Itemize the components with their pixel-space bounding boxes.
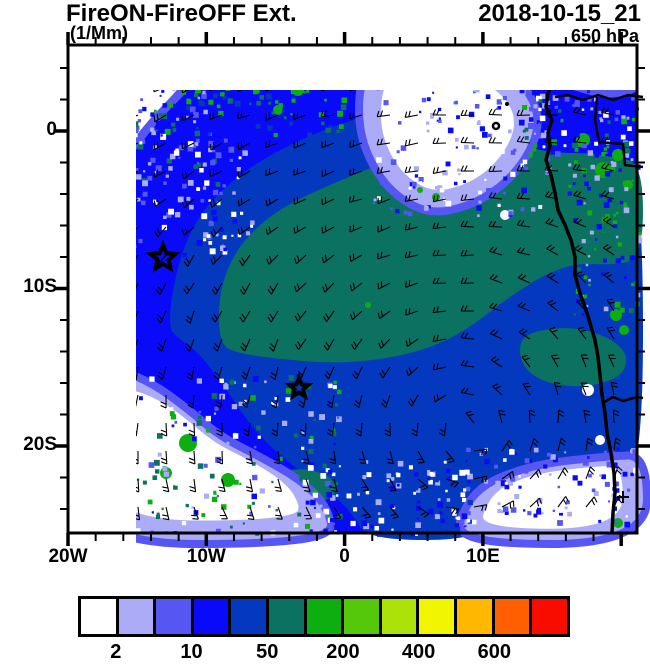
colorbar-cell-6	[306, 599, 342, 634]
plot-title: FireON-FireOFF Ext.	[66, 0, 297, 27]
country-border	[602, 395, 644, 405]
colorbar-cell-10	[457, 599, 492, 634]
star-marker	[284, 372, 314, 401]
x-axis-tick-label: 10E	[465, 546, 500, 567]
colorbar-tick-label: 10	[180, 641, 203, 663]
x-axis-tick-label: 10W	[186, 546, 226, 567]
y-axis-tick-label: 20S	[23, 433, 57, 455]
colorbar-cell-4	[231, 599, 267, 634]
colorbar-tick-label: 400	[401, 641, 436, 663]
country-border	[554, 93, 644, 102]
colorbar-cell-7	[344, 599, 379, 634]
country-border	[593, 96, 644, 169]
colorbar-cell-5	[269, 599, 304, 634]
colorbar-tick-label: 600	[477, 641, 511, 663]
colorbar-cell-8	[381, 599, 417, 634]
colorbar-tick-label: 200	[326, 641, 360, 663]
wind-barbs	[136, 90, 624, 521]
colorbar-cell-11	[494, 599, 530, 634]
colorbar-tick-label: 50	[256, 641, 279, 663]
plus-marker	[617, 491, 629, 503]
colorbar-tick-label: 2	[110, 641, 122, 663]
star-marker	[145, 239, 181, 273]
colorbar-cell-0	[81, 599, 116, 634]
coastline	[544, 90, 617, 534]
plot-pressure-level: 650 hPa	[570, 26, 639, 46]
map-field	[136, 90, 650, 549]
colorbar	[78, 596, 570, 637]
x-axis-tick-label: 0	[339, 546, 350, 567]
plot-frame	[66, 43, 639, 535]
plot-datetime: 2018-10-15_21	[478, 0, 641, 27]
x-axis-tick-label: 20W	[48, 546, 88, 567]
y-axis-tick-label: 10S	[23, 276, 57, 298]
colorbar-cell-12	[532, 599, 567, 634]
colorbar-cell-2	[156, 599, 191, 634]
colorbar-cell-9	[419, 599, 455, 634]
y-axis-tick-label: 0	[46, 118, 57, 140]
plot-units-label: (1/Mm)	[70, 23, 128, 43]
colorbar-cell-1	[118, 599, 154, 634]
colorbar-cell-3	[193, 599, 229, 634]
